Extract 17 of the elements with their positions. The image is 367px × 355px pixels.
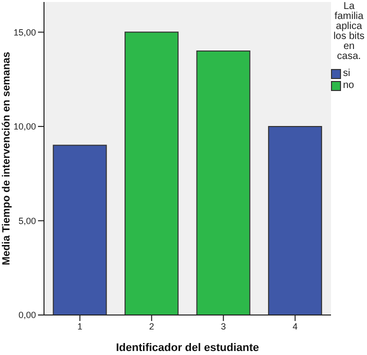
x-tick-label: 2 bbox=[149, 321, 154, 332]
y-tick-label: 0,00 bbox=[18, 310, 36, 320]
x-tick-label: 3 bbox=[220, 321, 226, 332]
y-tick-label: 5,00 bbox=[18, 216, 36, 226]
legend-title: La familia aplica los bits en casa. bbox=[332, 1, 366, 62]
bar bbox=[268, 126, 322, 315]
y-tick-label: 15,00 bbox=[13, 27, 36, 38]
x-tick-label: 4 bbox=[292, 321, 298, 332]
legend-label: si bbox=[343, 68, 350, 79]
legend-label: no bbox=[343, 80, 354, 91]
bar bbox=[196, 50, 250, 315]
y-axis-title: Media Tiempo de intervención en semanas bbox=[0, 52, 13, 266]
bar bbox=[52, 144, 107, 315]
y-tick-label: 10,00 bbox=[13, 122, 36, 132]
bar bbox=[124, 32, 179, 315]
x-tick-label: 1 bbox=[77, 321, 82, 332]
x-axis-title: Identificador del estudiante bbox=[116, 342, 260, 354]
